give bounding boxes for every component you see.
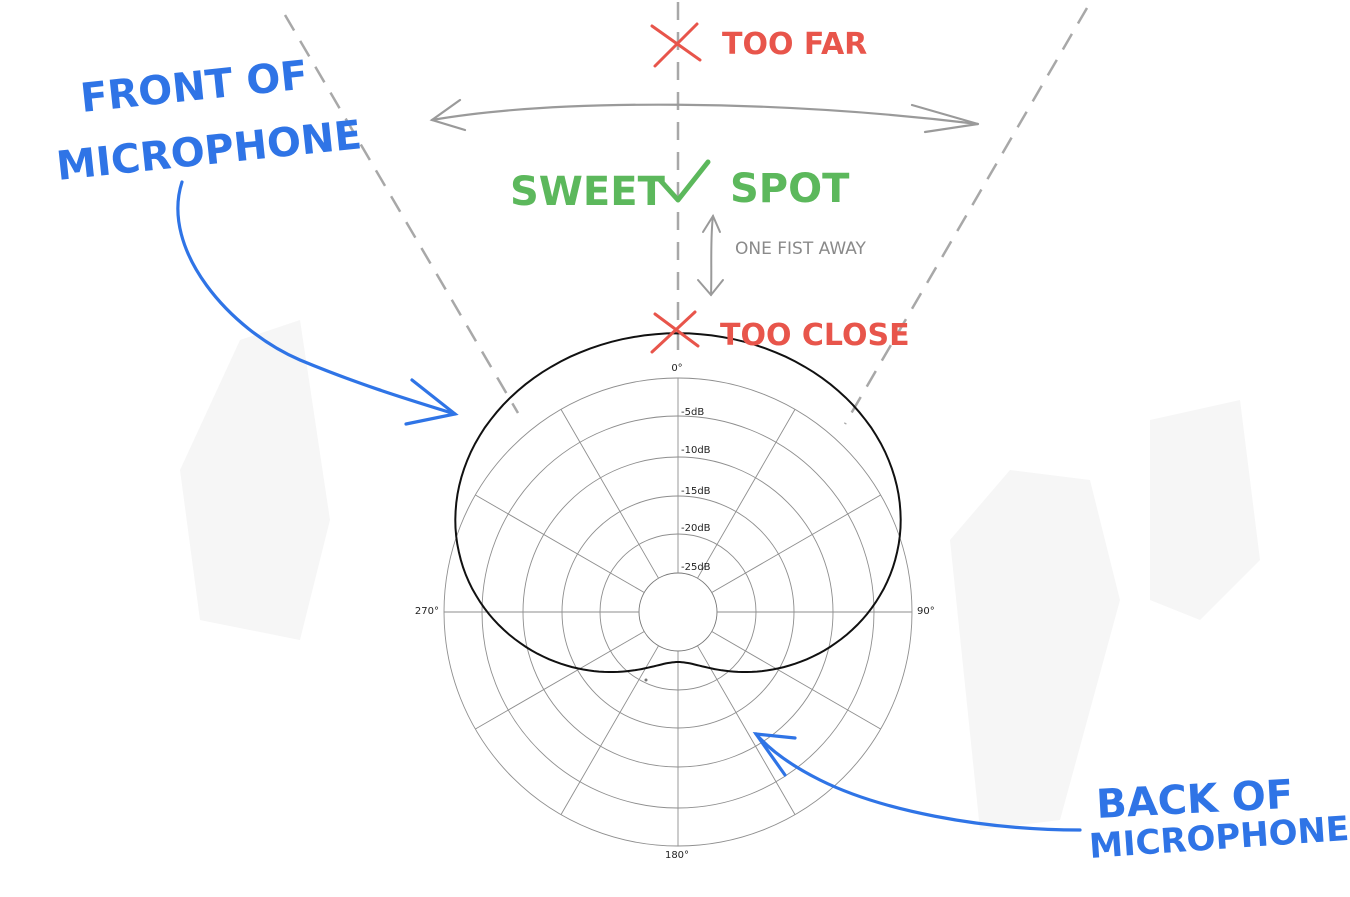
too-far-marker: TOO FAR bbox=[650, 22, 867, 68]
back-label-line1: BACK OF bbox=[1095, 772, 1294, 828]
green-check-icon bbox=[657, 159, 711, 203]
polar-spoke bbox=[697, 645, 796, 815]
angle-label-0: 0° bbox=[671, 363, 682, 374]
center-dot bbox=[644, 678, 648, 682]
ring-label-15db: -15dB bbox=[681, 486, 711, 497]
polar-spoke bbox=[560, 409, 659, 579]
polar-ring bbox=[638, 572, 718, 652]
one-fist-away-marker: ONE FIST AWAY bbox=[697, 213, 867, 297]
cone-left-line bbox=[283, 14, 520, 414]
angle-label-270: 270° bbox=[415, 606, 439, 617]
sweet-spot-left-label: SWEET bbox=[510, 169, 666, 215]
ring-label-25db: -25dB bbox=[681, 562, 711, 573]
range-double-arrow bbox=[429, 98, 980, 134]
front-label-line1: FRONT OF bbox=[78, 52, 310, 122]
too-close-marker: TOO CLOSE bbox=[650, 310, 910, 354]
ring-label-20db: -20dB bbox=[681, 523, 711, 534]
ring-label-5db: -5dB bbox=[681, 407, 704, 418]
vertical-double-arrow-icon bbox=[697, 213, 724, 297]
polar-grid bbox=[443, 377, 913, 847]
polar-spoke bbox=[697, 409, 796, 579]
background-faint-shapes bbox=[180, 320, 1260, 830]
angle-label-90: 90° bbox=[917, 606, 935, 617]
too-close-label: TOO CLOSE bbox=[720, 318, 910, 353]
red-x-icon bbox=[650, 310, 700, 354]
red-x-icon bbox=[650, 22, 702, 68]
cone-right-line bbox=[843, 7, 1089, 425]
one-fist-away-label: ONE FIST AWAY bbox=[735, 239, 867, 259]
polar-spoke bbox=[711, 494, 881, 593]
polar-spoke bbox=[560, 645, 659, 815]
angle-label-180: 180° bbox=[665, 850, 689, 861]
front-label-line2: MICROPHONE bbox=[54, 112, 364, 190]
polar-spoke bbox=[475, 494, 645, 593]
too-far-label: TOO FAR bbox=[722, 27, 867, 62]
curved-arrow-icon bbox=[176, 180, 459, 426]
sweet-spot-marker: SWEET SPOT bbox=[510, 159, 850, 215]
sweet-spot-right-label: SPOT bbox=[730, 166, 850, 212]
cardioid-pattern-curve bbox=[454, 332, 902, 673]
pickup-cone-lines bbox=[283, 2, 1089, 425]
polar-spoke bbox=[711, 631, 881, 730]
polar-spoke bbox=[475, 631, 645, 730]
ring-label-10db: -10dB bbox=[681, 445, 711, 456]
polar-chart: 0° 90° 180° 270° -5dB -10dB -15dB -20dB … bbox=[415, 332, 935, 861]
curved-arrow-icon bbox=[752, 732, 1082, 832]
